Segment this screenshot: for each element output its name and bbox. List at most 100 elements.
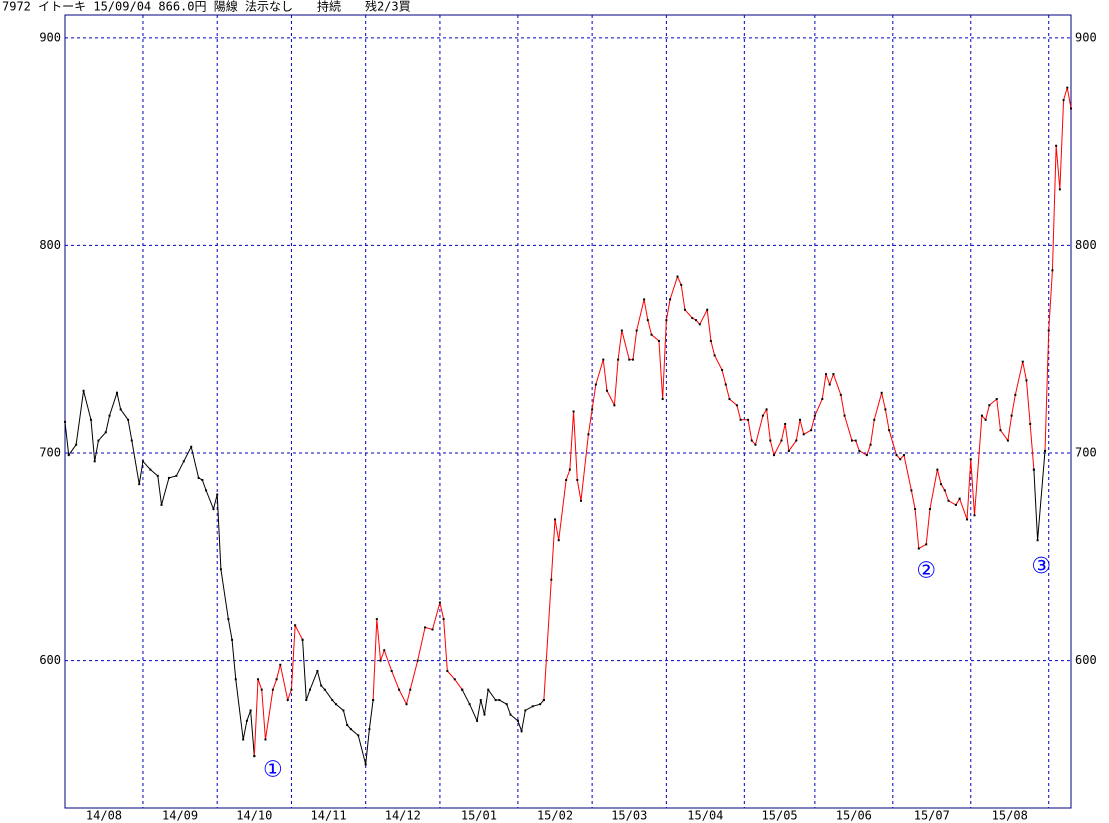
price-point xyxy=(888,429,891,432)
price-point xyxy=(357,734,360,737)
price-point xyxy=(828,383,831,386)
price-point xyxy=(253,755,256,758)
price-point xyxy=(773,454,776,457)
price-point xyxy=(509,713,512,716)
price-point xyxy=(802,433,805,436)
price-point xyxy=(980,414,983,417)
price-point xyxy=(613,404,616,407)
price-point xyxy=(383,649,386,652)
price-point xyxy=(227,618,230,621)
x-tick-label: 15/01 xyxy=(461,809,497,823)
y2-tick-label: 800 xyxy=(1075,238,1097,252)
price-point xyxy=(854,439,857,442)
price-point xyxy=(635,329,638,332)
price-point xyxy=(127,418,130,421)
price-point xyxy=(487,688,490,691)
price-point xyxy=(201,479,204,482)
x-tick-label: 15/05 xyxy=(762,809,798,823)
price-point xyxy=(713,354,716,357)
price-point xyxy=(520,730,523,733)
price-point xyxy=(1010,414,1013,417)
price-point xyxy=(591,408,594,411)
x-tick-label: 15/03 xyxy=(611,809,647,823)
price-point xyxy=(728,398,731,401)
price-point xyxy=(902,454,905,457)
price-point xyxy=(602,358,605,361)
price-point xyxy=(249,709,252,712)
price-point xyxy=(89,418,92,421)
price-point xyxy=(67,454,70,457)
price-point xyxy=(323,688,326,691)
annotation: ② xyxy=(916,558,936,583)
price-point xyxy=(587,433,590,436)
price-point xyxy=(119,408,122,411)
price-point xyxy=(721,368,724,371)
price-point xyxy=(431,628,434,631)
price-point xyxy=(646,319,649,322)
y-tick-label: 800 xyxy=(39,238,61,252)
y2-tick-label: 600 xyxy=(1075,653,1097,667)
x-tick-label: 14/11 xyxy=(311,809,347,823)
price-point xyxy=(869,443,872,446)
price-point xyxy=(375,618,378,621)
price-point xyxy=(108,414,111,417)
price-point xyxy=(958,497,961,500)
price-point xyxy=(832,373,835,376)
price-point xyxy=(264,738,267,741)
price-point xyxy=(1021,360,1024,363)
price-point xyxy=(676,275,679,278)
price-point xyxy=(795,439,798,442)
price-point xyxy=(1029,422,1032,425)
price-point xyxy=(695,319,698,322)
price-point xyxy=(461,688,464,691)
price-point xyxy=(839,393,842,396)
price-point xyxy=(316,669,319,672)
price-point xyxy=(665,319,668,322)
price-point xyxy=(698,323,701,326)
price-point xyxy=(557,539,560,542)
price-point xyxy=(605,389,608,392)
price-point xyxy=(290,688,293,691)
chart-title: 7972 イトーキ 15/09/04 866.0円 陽線 法示なし 持続 残2/… xyxy=(2,0,411,14)
price-point xyxy=(446,669,449,672)
price-point xyxy=(349,728,352,731)
price-point xyxy=(82,389,85,392)
price-point xyxy=(279,663,282,666)
price-point xyxy=(724,383,727,386)
price-point xyxy=(309,688,312,691)
price-point xyxy=(468,703,471,706)
price-point xyxy=(917,547,920,550)
price-point xyxy=(988,404,991,407)
price-point xyxy=(650,333,653,336)
x-tick-label: 14/08 xyxy=(86,809,122,823)
price-point xyxy=(617,358,620,361)
price-line xyxy=(64,390,255,757)
price-point xyxy=(1062,99,1065,102)
price-point xyxy=(542,699,545,702)
price-point xyxy=(984,418,987,421)
price-point xyxy=(167,476,170,479)
price-point xyxy=(424,626,427,629)
price-point xyxy=(683,308,686,311)
x-tick-label: 14/10 xyxy=(236,809,272,823)
price-point xyxy=(1014,393,1017,396)
price-point xyxy=(884,408,887,411)
y2-tick-label: 700 xyxy=(1075,446,1097,460)
price-point xyxy=(943,489,946,492)
price-point xyxy=(1066,86,1069,89)
price-point xyxy=(1032,468,1035,471)
x-tick-label: 14/09 xyxy=(162,809,198,823)
price-point xyxy=(914,508,917,511)
price-point xyxy=(865,454,868,457)
price-point xyxy=(149,468,152,471)
price-point xyxy=(631,358,634,361)
price-point xyxy=(925,543,928,546)
price-point xyxy=(691,317,694,320)
price-point xyxy=(954,503,957,506)
price-point xyxy=(880,391,883,394)
price-point xyxy=(531,705,534,708)
price-point xyxy=(476,719,479,722)
price-point xyxy=(409,688,412,691)
price-point xyxy=(661,398,664,401)
